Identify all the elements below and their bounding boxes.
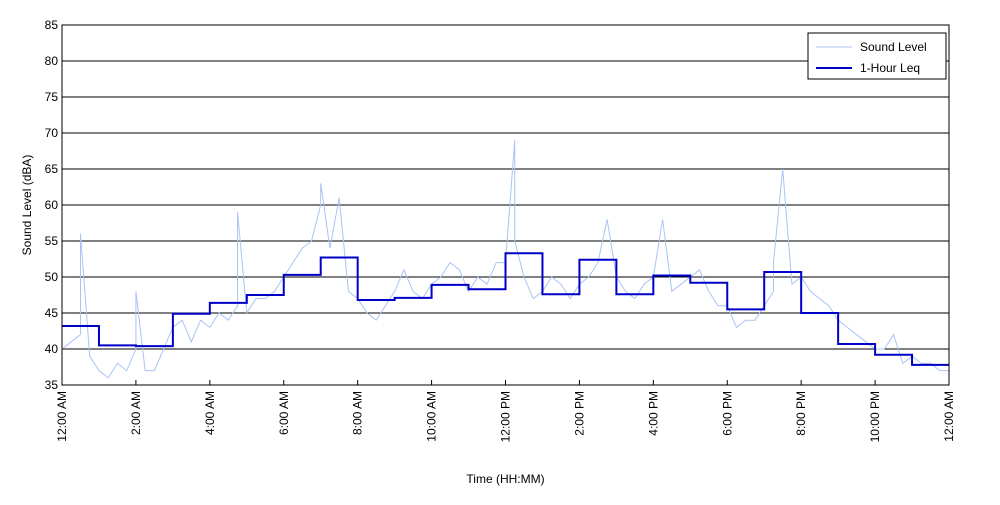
x-tick-label: 12:00 PM	[499, 391, 513, 442]
y-tick-label: 60	[45, 198, 59, 212]
series-layer	[61, 140, 949, 379]
x-tick-label: 4:00 PM	[646, 391, 660, 436]
y-tick-label: 55	[45, 234, 59, 248]
series-line-1-hour-leq	[62, 252, 949, 366]
x-tick-label: 4:00 AM	[203, 391, 217, 435]
x-tick-label: 10:00 AM	[425, 391, 439, 442]
x-tick-label: 8:00 PM	[794, 391, 808, 436]
y-tick-label: 50	[45, 270, 59, 284]
series-line-sound-level	[61, 140, 949, 379]
x-tick-label: 12:00 AM	[942, 391, 956, 442]
y-tick-label: 35	[45, 378, 59, 392]
x-axis-ticks: 12:00 AM 2:00 AM 4:00 AM 6:00 AM 8:00 AM 10:0…	[55, 380, 956, 442]
y-tick-label: 75	[45, 90, 59, 104]
x-tick-label: 12:00 AM	[55, 391, 69, 442]
legend-entry-1-hour-leq: 1-Hour Leq	[860, 61, 920, 75]
legend-entry-sound-level: Sound Level	[860, 40, 927, 54]
y-tick-label: 85	[45, 18, 59, 32]
y-tick-label: 45	[45, 306, 59, 320]
x-tick-label: 10:00 PM	[868, 391, 882, 442]
y-tick-label: 40	[45, 342, 59, 356]
x-tick-label: 2:00 PM	[572, 391, 586, 436]
x-tick-label: 8:00 AM	[351, 391, 365, 435]
y-axis-ticks: 35 40 45 50 55 60 65 70 75 80 85	[45, 18, 59, 392]
legend: Sound Level 1-Hour Leq	[807, 32, 947, 80]
x-axis-label: Time (HH:MM)	[466, 472, 544, 486]
x-tick-label: 6:00 PM	[720, 391, 734, 436]
y-tick-label: 65	[45, 162, 59, 176]
y-tick-label: 70	[45, 126, 59, 140]
y-axis-label: Sound Level (dBA)	[20, 155, 34, 256]
x-tick-label: 6:00 AM	[277, 391, 291, 435]
x-tick-label: 2:00 AM	[129, 391, 143, 435]
y-tick-label: 80	[45, 54, 59, 68]
legend-box	[807, 32, 947, 80]
